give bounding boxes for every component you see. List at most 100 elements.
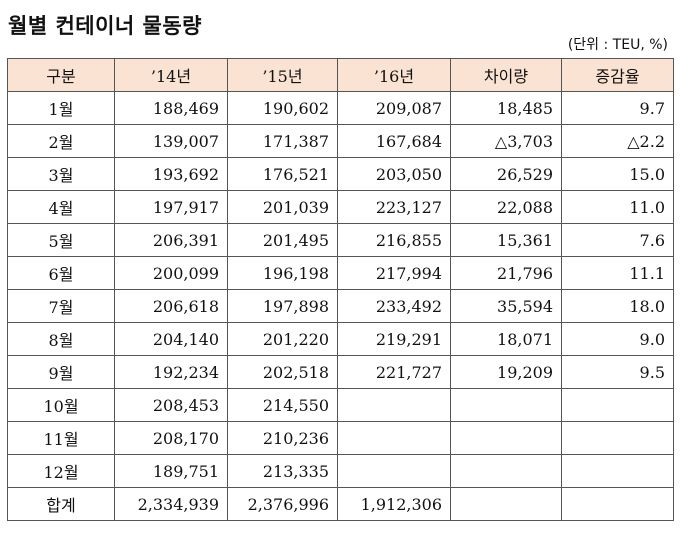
page-title: 월별 컨테이너 물동량: [8, 14, 203, 38]
value-2016-cell: 217,994: [337, 256, 451, 290]
unit-note: (단위 : TEU, %): [567, 37, 668, 53]
table-body: 1월 188,469 190,602 209,087 18,485 9.7 2월 139,00…: [7, 91, 674, 521]
table-row: 11월 208,170 210,236: [7, 421, 674, 455]
difference-cell: [450, 454, 562, 488]
container-volume-table: 구분 ’14년 ’15년 ’16년 차이량 증감율 1월 188,469 190,6…: [7, 58, 674, 521]
month-cell: 7월: [7, 289, 115, 323]
month-cell: 8월: [7, 322, 115, 356]
value-2015-cell: 201,495: [227, 223, 338, 257]
value-2016-cell: [337, 388, 451, 422]
difference-cell: △3,703: [450, 124, 562, 158]
change-rate-cell: [561, 388, 674, 422]
change-rate-cell: [561, 421, 674, 455]
value-2014-cell: 206,391: [114, 223, 228, 257]
value-2015-cell: 201,039: [227, 190, 338, 224]
month-cell: 9월: [7, 355, 115, 389]
table-row: 5월 206,391 201,495 216,855 15,361 7.6: [7, 223, 674, 257]
change-rate-cell: 9.0: [561, 322, 674, 356]
header-2016: ’16년: [337, 58, 451, 92]
value-2016-cell: [337, 454, 451, 488]
value-2014-cell: 189,751: [114, 454, 228, 488]
value-2015-cell: 196,198: [227, 256, 338, 290]
change-rate-cell: 9.7: [561, 91, 674, 125]
change-rate-cell: 7.6: [561, 223, 674, 257]
value-2016-cell: 203,050: [337, 157, 451, 191]
difference-cell: 26,529: [450, 157, 562, 191]
difference-cell: 35,594: [450, 289, 562, 323]
value-2016-cell: 223,127: [337, 190, 451, 224]
table-row: 9월 192,234 202,518 221,727 19,209 9.5: [7, 355, 674, 389]
month-cell: 4월: [7, 190, 115, 224]
value-2016-cell: 167,684: [337, 124, 451, 158]
change-rate-cell: 18.0: [561, 289, 674, 323]
value-2015-cell: 210,236: [227, 421, 338, 455]
difference-cell: 18,071: [450, 322, 562, 356]
month-cell: 10월: [7, 388, 115, 422]
value-2016-cell: 209,087: [337, 91, 451, 125]
change-rate-cell: 9.5: [561, 355, 674, 389]
difference-cell: 22,088: [450, 190, 562, 224]
table-row: 4월 197,917 201,039 223,127 22,088 11.0: [7, 190, 674, 224]
month-cell: 1월: [7, 91, 115, 125]
difference-cell: 19,209: [450, 355, 562, 389]
difference-cell: 15,361: [450, 223, 562, 257]
table-row: 3월 193,692 176,521 203,050 26,529 15.0: [7, 157, 674, 191]
value-2014-cell: 204,140: [114, 322, 228, 356]
value-2016-cell: 216,855: [337, 223, 451, 257]
value-2015-cell: 202,518: [227, 355, 338, 389]
change-rate-cell: 11.0: [561, 190, 674, 224]
table-row: 6월 200,099 196,198 217,994 21,796 11.1: [7, 256, 674, 290]
value-2016-cell: 221,727: [337, 355, 451, 389]
difference-cell: [450, 487, 562, 521]
change-rate-cell: 15.0: [561, 157, 674, 191]
difference-cell: 21,796: [450, 256, 562, 290]
table-row: 합계 2,334,939 2,376,996 1,912,306: [7, 487, 674, 521]
value-2016-cell: 219,291: [337, 322, 451, 356]
table-header-row: 구분 ’14년 ’15년 ’16년 차이량 증감율: [7, 58, 674, 92]
value-2014-cell: 188,469: [114, 91, 228, 125]
value-2016-cell: 1,912,306: [337, 487, 451, 521]
month-cell: 2월: [7, 124, 115, 158]
table-row: 12월 189,751 213,335: [7, 454, 674, 488]
value-2015-cell: 201,220: [227, 322, 338, 356]
value-2015-cell: 213,335: [227, 454, 338, 488]
change-rate-cell: △2.2: [561, 124, 674, 158]
month-cell: 3월: [7, 157, 115, 191]
value-2016-cell: 233,492: [337, 289, 451, 323]
change-rate-cell: 11.1: [561, 256, 674, 290]
header-category: 구분: [7, 58, 115, 92]
value-2015-cell: 190,602: [227, 91, 338, 125]
value-2014-cell: 139,007: [114, 124, 228, 158]
value-2014-cell: 197,917: [114, 190, 228, 224]
table-row: 1월 188,469 190,602 209,087 18,485 9.7: [7, 91, 674, 125]
value-2015-cell: 171,387: [227, 124, 338, 158]
header-change-rate: 증감율: [561, 58, 674, 92]
value-2016-cell: [337, 421, 451, 455]
month-cell: 12월: [7, 454, 115, 488]
difference-cell: 18,485: [450, 91, 562, 125]
table-row: 10월 208,453 214,550: [7, 388, 674, 422]
table-row: 8월 204,140 201,220 219,291 18,071 9.0: [7, 322, 674, 356]
value-2014-cell: 200,099: [114, 256, 228, 290]
change-rate-cell: [561, 487, 674, 521]
header-2014: ’14년: [114, 58, 228, 92]
value-2015-cell: 176,521: [227, 157, 338, 191]
header-difference: 차이량: [450, 58, 562, 92]
value-2014-cell: 192,234: [114, 355, 228, 389]
change-rate-cell: [561, 454, 674, 488]
value-2014-cell: 208,170: [114, 421, 228, 455]
value-2014-cell: 208,453: [114, 388, 228, 422]
header-2015: ’15년: [227, 58, 338, 92]
month-cell: 5월: [7, 223, 115, 257]
value-2015-cell: 197,898: [227, 289, 338, 323]
table-row: 2월 139,007 171,387 167,684 △3,703 △2.2: [7, 124, 674, 158]
table-row: 7월 206,618 197,898 233,492 35,594 18.0: [7, 289, 674, 323]
month-cell: 11월: [7, 421, 115, 455]
value-2014-cell: 206,618: [114, 289, 228, 323]
month-cell: 합계: [7, 487, 115, 521]
value-2015-cell: 214,550: [227, 388, 338, 422]
difference-cell: [450, 388, 562, 422]
value-2014-cell: 193,692: [114, 157, 228, 191]
value-2015-cell: 2,376,996: [227, 487, 338, 521]
difference-cell: [450, 421, 562, 455]
